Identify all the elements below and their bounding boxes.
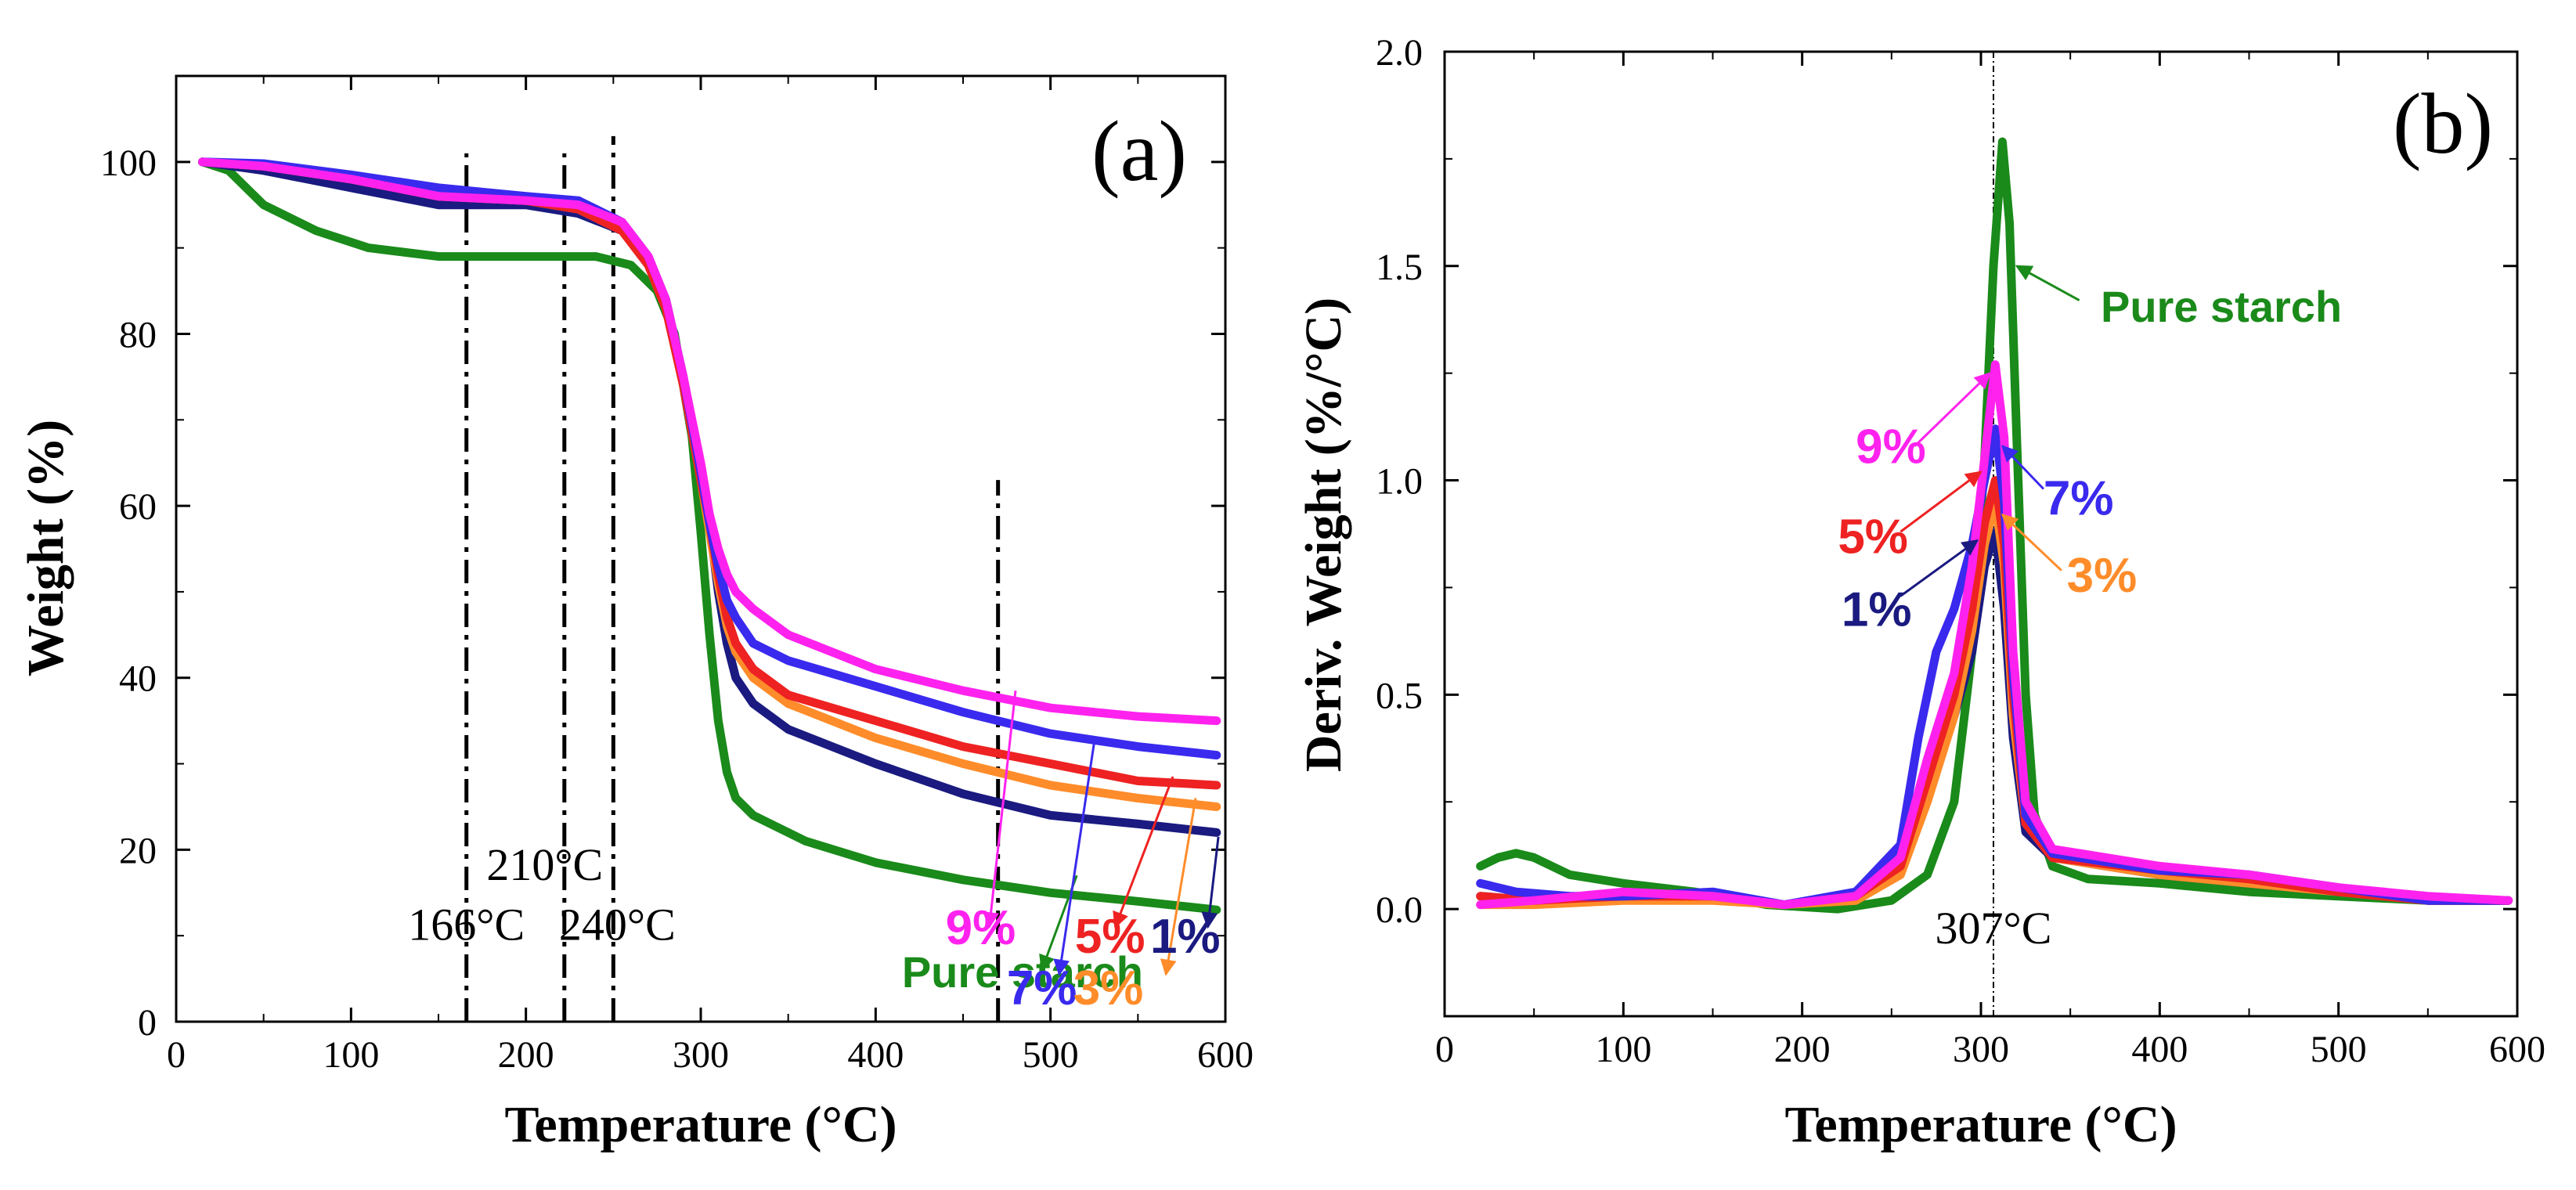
x-axis-title: Temperature (°C) [504, 1096, 897, 1153]
annotation-arrow [1201, 836, 1220, 929]
y-tick-label: 100 [100, 142, 157, 184]
y-axis-title: Deriv. Weight (%/°C) [1295, 298, 1352, 772]
series-annotation-label: 5% [1075, 910, 1145, 964]
series-annotation-label: 1% [1842, 583, 1912, 637]
x-tick-label: 500 [1023, 1034, 1079, 1076]
annotation-arrow [1053, 741, 1095, 976]
series-annotation-label: 7% [1007, 961, 1077, 1015]
x-tick-label: 600 [1197, 1034, 1254, 1076]
y-tick-label: 40 [119, 658, 157, 700]
x-tick-label: 100 [1595, 1029, 1651, 1070]
x-tick-label: 200 [1774, 1029, 1831, 1070]
y-tick-label: 1.5 [1376, 247, 1423, 288]
x-tick-label: 600 [2489, 1029, 2545, 1070]
panel-label: (b) [2393, 76, 2493, 171]
temperature-label: 240°C [559, 900, 676, 950]
series-annotation-label: 1% [1150, 910, 1221, 964]
x-tick-label: 200 [498, 1034, 554, 1076]
y-tick-label: 1.0 [1376, 461, 1423, 503]
x-tick-label: 400 [2131, 1029, 2188, 1070]
annotation-arrow [2001, 445, 2044, 490]
annotation-arrow [1900, 471, 1983, 533]
series-annotation-label: 3% [2067, 549, 2138, 603]
panel-b-derivative-chart: 0 100 200 300 400 500 600 0.0 0.5 1.0 1.5 2.0 Temper… [1295, 32, 2545, 1153]
x-tick-label: 0 [1435, 1029, 1454, 1070]
y-tick-label: 80 [119, 314, 157, 355]
series-line-p5 [198, 157, 1221, 790]
series-line-p1 [1476, 527, 2513, 910]
series-annotation-label: 9% [946, 901, 1016, 955]
series-line-pure_starch [198, 157, 1221, 914]
annotation-arrow [1113, 776, 1174, 929]
annotation-arrow [983, 691, 1017, 929]
temperature-label: 307°C [1936, 903, 2052, 954]
annotation-arrow [2001, 513, 2062, 572]
series-annotation-label: Pure starch [902, 947, 1143, 997]
x-tick-label: 300 [673, 1034, 729, 1076]
annotation-arrow [2015, 265, 2080, 301]
y-tick-label: 20 [119, 830, 157, 871]
y-axis-title: Weight (%) [17, 420, 74, 676]
series-annotation-label: 3% [1073, 961, 1144, 1015]
x-tick-label: 400 [847, 1034, 904, 1076]
annotation-arrow [1900, 539, 1979, 597]
y-tick-label: 0.0 [1376, 889, 1423, 931]
temperature-label: 166°C [408, 900, 525, 950]
x-axis-title: Temperature (°C) [1784, 1096, 2177, 1153]
annotation-arrow [1914, 372, 1991, 447]
panel-a-weight-chart: 0 100 200 300 400 500 600 0 20 40 60 80 100 Temperatu… [17, 74, 1254, 1153]
series-annotation-label: Pure starch [2101, 282, 2342, 331]
x-tick-label: 0 [167, 1034, 186, 1076]
series-annotation-label: 9% [1856, 420, 1926, 474]
y-tick-label: 60 [119, 486, 157, 528]
temperature-label: 210°C [486, 839, 603, 890]
x-tick-label: 300 [1953, 1029, 2009, 1070]
y-tick-label: 0.5 [1376, 675, 1423, 716]
panel-label: (a) [1091, 103, 1187, 199]
series-line-p9 [1476, 360, 2513, 910]
series-annotation-label: 7% [2044, 471, 2114, 525]
annotation-arrow [1160, 798, 1197, 976]
y-tick-label: 2.0 [1376, 32, 1423, 74]
series-line-p3 [1476, 497, 2513, 910]
y-tick-label: 0 [138, 1002, 157, 1044]
x-tick-label: 500 [2311, 1029, 2367, 1070]
x-tick-label: 100 [323, 1034, 379, 1076]
series-line-p9 [198, 157, 1221, 726]
series-annotation-label: 5% [1838, 510, 1908, 564]
